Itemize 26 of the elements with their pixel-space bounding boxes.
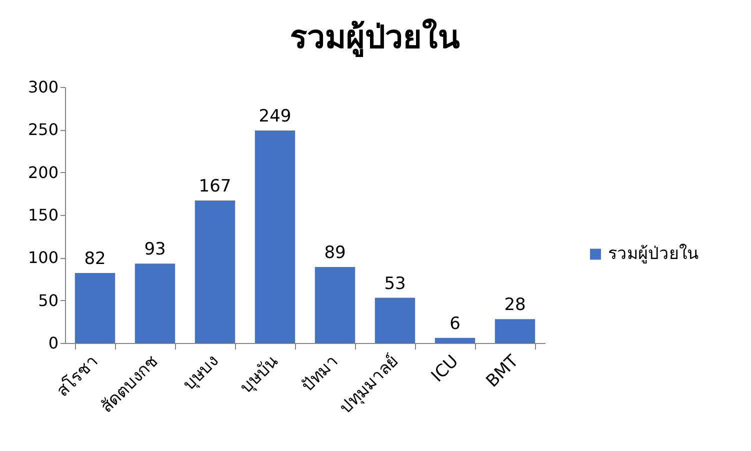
- bar: [74, 273, 116, 343]
- data-label: 6: [450, 314, 460, 334]
- bar: [134, 264, 176, 343]
- y-tick-label: 150: [28, 206, 58, 224]
- bar: [254, 130, 296, 343]
- data-label: 93: [144, 240, 166, 260]
- bar: [314, 267, 356, 343]
- x-tick-label: ICU: [428, 351, 463, 386]
- data-label: 28: [504, 295, 526, 316]
- chart-title: รวมผู้ป่วยใน: [290, 18, 460, 58]
- y-tick-label: 200: [28, 162, 58, 182]
- legend-label: รวมผู้ป่วยใน: [608, 243, 699, 264]
- y-tick-label: 100: [28, 248, 58, 268]
- data-label: 53: [384, 274, 406, 294]
- data-label: 249: [258, 106, 292, 127]
- y-tick-label: 50: [38, 290, 58, 310]
- data-label: 82: [84, 249, 106, 270]
- data-label: 89: [324, 243, 346, 264]
- bar: [194, 200, 236, 343]
- data-label: 167: [198, 176, 232, 196]
- bar: [374, 298, 416, 343]
- bar: [434, 338, 476, 343]
- bar: [494, 319, 536, 343]
- y-tick-label: 250: [28, 120, 58, 140]
- y-tick-label: 0: [48, 334, 58, 352]
- y-tick-label: 300: [28, 78, 58, 96]
